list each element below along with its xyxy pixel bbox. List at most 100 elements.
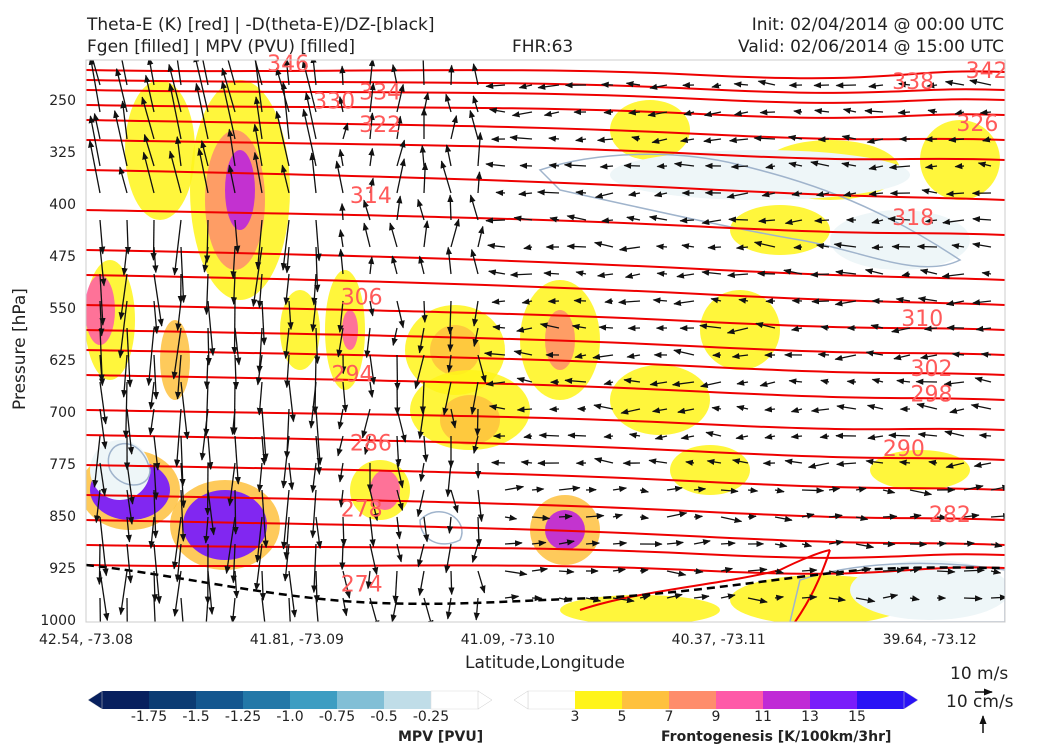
wind-vector — [391, 64, 398, 86]
wind-vector — [513, 349, 533, 356]
mpv-colorbar-title: MPV [PVU] — [398, 729, 484, 745]
theta-e-contour — [86, 209, 1005, 236]
wind-vector — [828, 513, 843, 520]
wind-vector — [790, 325, 803, 332]
wind-vector — [693, 539, 711, 546]
wind-vector — [728, 216, 749, 223]
wind-vector — [793, 243, 803, 251]
wind-vector — [558, 485, 581, 492]
wind-vector — [445, 597, 452, 620]
wind-vector — [810, 407, 830, 414]
wind-vector — [811, 298, 830, 305]
wind-vector — [726, 327, 749, 335]
wind-vector — [974, 376, 992, 383]
wind-vector — [703, 110, 722, 118]
wind-vector — [472, 95, 479, 113]
wind-vector — [88, 60, 101, 113]
wind-vector — [735, 244, 749, 251]
wind-vector — [256, 381, 263, 416]
wind-vector — [416, 198, 425, 221]
wind-vector — [963, 484, 984, 491]
wind-vector — [951, 243, 965, 250]
wind-vector — [783, 268, 803, 275]
wind-vector — [126, 327, 133, 388]
wind-vector — [148, 408, 155, 436]
wind-vector — [916, 243, 938, 250]
wind-vector — [308, 381, 317, 429]
wind-vector — [757, 79, 776, 86]
wind-vector — [628, 432, 641, 439]
wind-vector — [516, 326, 533, 333]
wind-vector — [788, 161, 803, 168]
mpv-colorbar-segment — [149, 691, 197, 709]
wind-vector — [603, 109, 614, 116]
wind-vector — [255, 219, 263, 270]
wind-vector — [233, 570, 240, 599]
wind-vector — [338, 96, 345, 113]
wind-vector — [531, 566, 549, 573]
wind-vector — [477, 570, 486, 594]
wind-vector — [447, 327, 454, 353]
fgen-colorbar-segment — [622, 691, 670, 709]
wind-vector — [369, 597, 380, 622]
wind-vector — [152, 489, 159, 539]
wind-vector — [820, 378, 830, 385]
wind-vector — [948, 136, 965, 143]
wind-vector — [705, 431, 722, 438]
wind-vector — [511, 111, 533, 118]
wind-vector — [612, 513, 624, 520]
wind-vector — [828, 486, 841, 493]
wind-vector — [423, 597, 434, 622]
wind-vector — [341, 381, 349, 413]
x-tick-label: 41.09, -73.10 — [460, 632, 555, 648]
wind-vector — [693, 486, 707, 493]
wind-vector — [813, 82, 830, 89]
wind-vector — [362, 222, 371, 248]
wind-vector — [531, 514, 551, 522]
wind-vector — [126, 462, 135, 505]
wind-vector — [172, 219, 182, 276]
wind-vector — [871, 378, 884, 385]
wind-vector — [365, 570, 372, 590]
wind-vector — [820, 324, 830, 331]
wind-vector — [628, 109, 641, 116]
wind-vector — [96, 543, 103, 586]
wind-vector — [951, 351, 965, 358]
theta-e-contour — [86, 464, 1005, 491]
wind-vector — [703, 137, 722, 144]
wind-vector — [396, 300, 405, 329]
wind-vector — [624, 272, 641, 279]
fgen-fill — [125, 80, 195, 220]
wind-vector — [174, 408, 182, 468]
wind-vector — [180, 462, 187, 509]
wind-vector — [368, 177, 375, 194]
wind-vector — [747, 566, 768, 574]
wind-vector — [282, 543, 290, 582]
wind-vector — [942, 218, 965, 225]
wind-vector — [504, 484, 525, 491]
wind-vector — [666, 485, 683, 492]
wind-vector — [99, 516, 109, 577]
wind-vector — [314, 246, 321, 293]
wind-vector — [666, 593, 683, 600]
wind-vector — [227, 128, 236, 167]
wind-vector — [604, 298, 614, 305]
wind-vector — [801, 512, 815, 519]
wind-vector — [567, 432, 587, 439]
wind-vector — [174, 543, 182, 583]
wind-vector — [283, 516, 290, 561]
wind-vector — [230, 597, 237, 622]
wind-vector — [253, 96, 263, 140]
wind-vector — [126, 543, 134, 584]
wind-vector — [516, 376, 533, 384]
wind-vector — [225, 60, 236, 86]
wind-vector — [396, 543, 403, 563]
wind-vector — [340, 516, 347, 547]
y-tick-label: 775 — [49, 456, 76, 473]
wind-vector — [475, 171, 483, 194]
y-tick-label: 625 — [49, 352, 76, 369]
wind-vector — [143, 133, 155, 167]
wind-vector — [417, 570, 425, 597]
wind-vector — [368, 300, 375, 317]
wind-vector — [990, 594, 1005, 601]
